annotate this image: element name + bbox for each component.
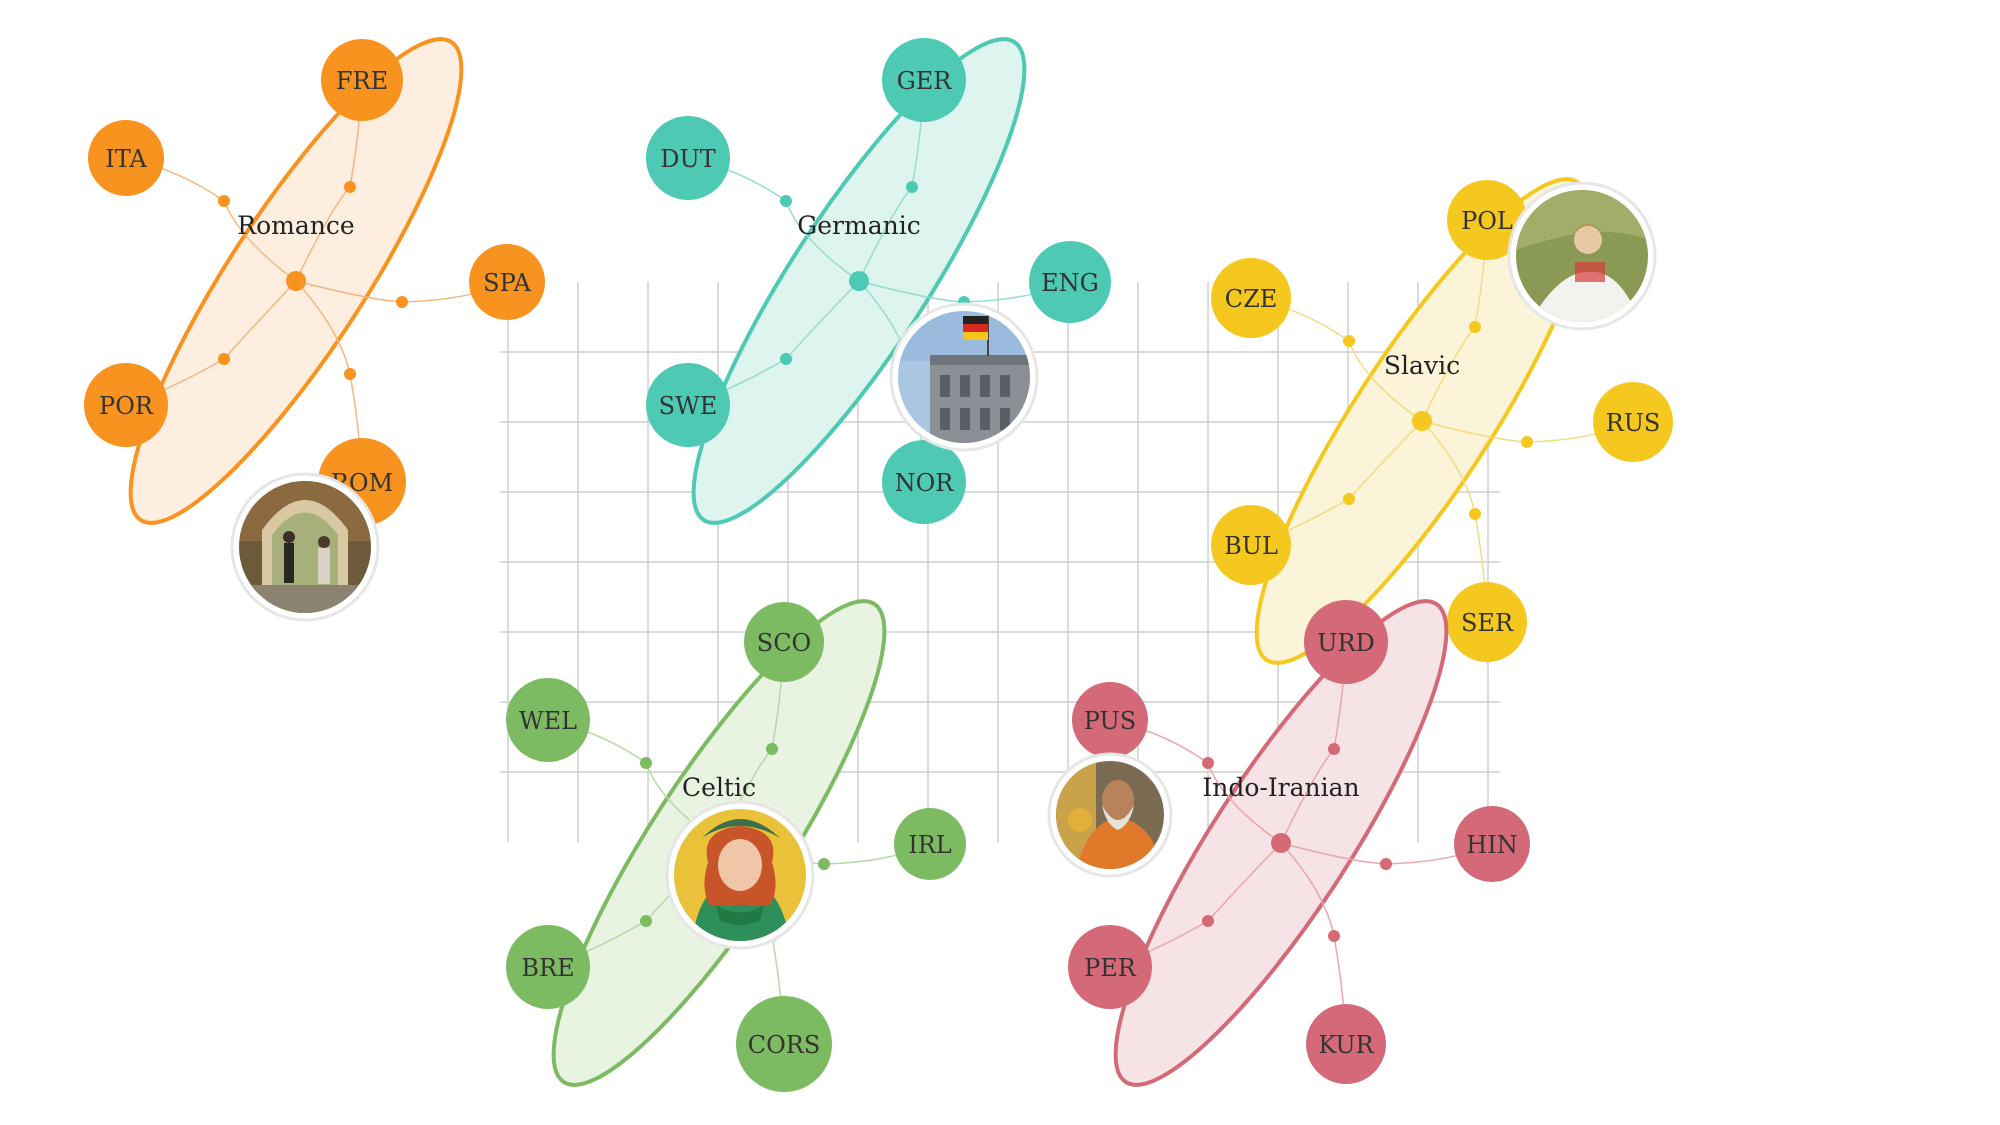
node-por[interactable]: POR	[84, 363, 168, 447]
romance-junction-dots	[218, 181, 408, 380]
celtic-photo[interactable]	[665, 800, 815, 950]
node-hin-label: HIN	[1466, 831, 1517, 859]
node-pol[interactable]: POL	[1447, 180, 1527, 260]
node-spa-label: SPA	[483, 269, 531, 297]
node-rus[interactable]: RUS	[1593, 382, 1673, 462]
node-ita[interactable]: ITA	[88, 120, 164, 196]
node-eng[interactable]: ENG	[1029, 241, 1111, 323]
node-nor[interactable]: NOR	[882, 440, 966, 524]
node-swe-label: SWE	[659, 392, 718, 420]
celtic-group-label: Celtic	[682, 773, 756, 802]
node-swe[interactable]: SWE	[646, 363, 730, 447]
node-cze-label: CZE	[1225, 285, 1278, 313]
node-cors[interactable]: CORS	[736, 996, 832, 1092]
node-ger-label: GER	[897, 67, 953, 95]
node-spa[interactable]: SPA	[469, 244, 545, 320]
node-wel-label: WEL	[519, 707, 577, 735]
node-rus-label: RUS	[1606, 409, 1661, 437]
node-per[interactable]: PER	[1068, 925, 1152, 1009]
group-indo-iranian: Indo-Iranian URD PUS HIN PER KUR	[1047, 599, 1530, 1087]
node-fre[interactable]: FRE	[321, 39, 403, 121]
node-dut-label: DUT	[660, 145, 715, 173]
node-urd-label: URD	[1317, 629, 1375, 657]
node-irl[interactable]: IRL	[894, 808, 966, 880]
romance-photo[interactable]	[230, 472, 380, 622]
indo-iranian-junction-dots	[1202, 743, 1392, 942]
slavic-junction-dots	[1343, 321, 1533, 520]
node-pol-label: POL	[1461, 207, 1513, 235]
node-bul[interactable]: BUL	[1211, 505, 1291, 585]
node-bul-label: BUL	[1224, 532, 1278, 560]
node-bre[interactable]: BRE	[506, 925, 590, 1009]
node-hin[interactable]: HIN	[1454, 806, 1530, 882]
node-sco[interactable]: SCO	[744, 602, 824, 682]
germanic-group-label: Germanic	[797, 211, 920, 240]
node-ita-label: ITA	[105, 145, 147, 173]
node-cors-label: CORS	[748, 1031, 821, 1059]
group-celtic: Celtic SCO WEL IRL BRE CORS	[506, 599, 966, 1092]
germanic-photo[interactable]	[889, 302, 1039, 452]
node-nor-label: NOR	[895, 469, 955, 497]
node-ser-label: SER	[1461, 609, 1514, 637]
slavic-photo[interactable]	[1507, 181, 1657, 331]
node-fre-label: FRE	[336, 67, 388, 95]
node-dut[interactable]: DUT	[646, 116, 730, 200]
node-wel[interactable]: WEL	[506, 678, 590, 762]
group-romance: Romance FRE ITA SPA POR ROM	[84, 37, 545, 622]
slavic-group-label: Slavic	[1384, 351, 1460, 380]
node-kur-label: KUR	[1318, 1031, 1374, 1059]
node-ser[interactable]: SER	[1447, 582, 1527, 662]
node-eng-label: ENG	[1041, 269, 1099, 297]
indo-iranian-photo[interactable]	[1047, 752, 1173, 878]
node-pus-label: PUS	[1084, 707, 1136, 735]
node-kur[interactable]: KUR	[1306, 1004, 1386, 1084]
node-bre-label: BRE	[521, 954, 574, 982]
node-per-label: PER	[1084, 954, 1137, 982]
node-sco-label: SCO	[757, 629, 811, 657]
node-irl-label: IRL	[908, 831, 952, 859]
node-ger[interactable]: GER	[882, 38, 966, 122]
node-pus[interactable]: PUS	[1072, 682, 1148, 758]
group-germanic: Germanic GER DUT ENG SWE NOR	[646, 37, 1111, 525]
node-urd[interactable]: URD	[1304, 600, 1388, 684]
node-por-label: POR	[99, 392, 154, 420]
node-cze[interactable]: CZE	[1211, 258, 1291, 338]
group-slavic: Slavic POL CZE RUS BUL SER	[1211, 177, 1673, 665]
indo-iranian-group-label: Indo-Iranian	[1202, 773, 1359, 802]
romance-group-label: Romance	[237, 211, 354, 240]
